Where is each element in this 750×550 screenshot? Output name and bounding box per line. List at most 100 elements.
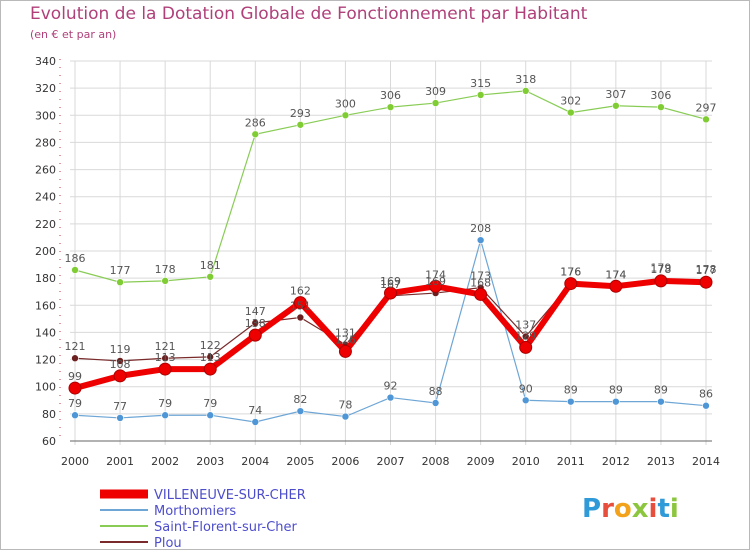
data-label: 126 (335, 333, 356, 346)
data-label: 178 (696, 263, 717, 276)
y-tick-label: 120 (35, 354, 56, 367)
data-point (68, 381, 82, 395)
data-point (248, 328, 262, 342)
data-point (566, 108, 575, 117)
data-label: 177 (110, 264, 131, 277)
legend: VILLENEUVE-SUR-CHERMorthomiersSaint-Flor… (100, 488, 306, 550)
data-point (161, 354, 169, 363)
x-tick-label: 2008 (422, 455, 450, 468)
data-label: 119 (110, 343, 131, 356)
data-label: 176 (560, 266, 581, 279)
data-point (341, 412, 350, 421)
data-label: 108 (110, 358, 131, 371)
data-label: 173 (470, 270, 491, 283)
x-tick-label: 2012 (602, 455, 630, 468)
y-tick-label: 320 (35, 82, 56, 95)
data-label: 147 (245, 305, 266, 318)
x-tick-label: 2002 (151, 455, 179, 468)
x-tick-label: 2000 (61, 455, 89, 468)
data-label: 178 (650, 263, 671, 276)
data-label: 121 (155, 340, 176, 353)
data-point (206, 272, 215, 281)
data-point (338, 344, 352, 358)
data-point (609, 279, 623, 293)
data-label: 138 (245, 317, 266, 330)
data-label: 300 (335, 97, 356, 110)
data-label: 306 (650, 89, 671, 102)
data-point (521, 332, 530, 341)
chart-subtitle: (en € et par an) (30, 28, 117, 41)
series-lines (68, 87, 713, 426)
data-label: 113 (155, 351, 176, 364)
data-point (476, 236, 485, 244)
data-label: 99 (68, 370, 82, 383)
data-point (657, 397, 665, 406)
data-point (699, 275, 713, 289)
data-point (521, 87, 530, 95)
data-point (476, 91, 485, 99)
y-tick-label: 80 (42, 408, 56, 421)
data-point (251, 319, 260, 327)
data-label: 82 (293, 393, 307, 406)
data-point (657, 103, 665, 111)
data-point (113, 369, 127, 383)
data-label: 179 (650, 262, 671, 275)
data-label: 315 (470, 77, 491, 90)
data-label: 113 (200, 351, 221, 364)
data-label: 302 (560, 95, 581, 108)
data-label: 307 (605, 88, 626, 101)
x-tick-label: 2004 (241, 455, 269, 468)
data-point (71, 411, 79, 420)
y-tick-label: 160 (35, 299, 56, 312)
data-label: 78 (338, 399, 352, 412)
data-label: 208 (470, 222, 491, 235)
data-label: 168 (470, 276, 491, 289)
data-label: 176 (560, 266, 581, 279)
data-point (161, 277, 169, 285)
data-point (206, 411, 215, 420)
data-label: 186 (65, 252, 86, 265)
data-label: 77 (113, 400, 127, 413)
y-tick-label: 300 (35, 109, 56, 122)
data-label: 92 (384, 380, 398, 393)
data-label: 122 (200, 339, 221, 352)
data-label: 151 (290, 300, 311, 313)
data-point (116, 414, 124, 422)
data-point (206, 353, 215, 361)
legend-label: Saint-Florent-sur-Cher (154, 520, 298, 535)
data-label: 306 (380, 89, 401, 102)
data-point (654, 274, 668, 288)
data-label: 169 (380, 275, 401, 288)
x-tick-label: 2005 (286, 455, 314, 468)
data-point (158, 362, 172, 376)
x-tick-label: 2003 (196, 455, 224, 468)
data-label: 79 (158, 397, 172, 410)
axes: 60 80 100 120 140 160 180 200 220 240 260 280 300 320… (35, 55, 720, 468)
data-label: 167 (380, 278, 401, 291)
data-point (203, 362, 217, 376)
data-label: 178 (155, 263, 176, 276)
x-tick-label: 2006 (331, 455, 359, 468)
data-label: 177 (696, 264, 717, 277)
data-point (521, 396, 530, 405)
y-tick-label: 200 (35, 245, 56, 258)
data-label: 169 (425, 275, 446, 288)
data-point (71, 266, 79, 274)
data-point (71, 354, 79, 363)
data-point (564, 277, 578, 291)
data-label: 162 (290, 285, 311, 298)
x-tick-label: 2007 (377, 455, 405, 468)
data-point (612, 101, 620, 110)
data-label: 86 (699, 388, 713, 401)
y-tick-label: 280 (35, 136, 56, 149)
data-point (161, 411, 169, 420)
data-label: 286 (245, 116, 266, 129)
data-label: 309 (425, 85, 446, 98)
data-point (431, 99, 440, 107)
data-point (251, 418, 260, 426)
data-point (702, 401, 710, 410)
x-tick-label: 2001 (106, 455, 134, 468)
y-tick-label: 100 (35, 381, 56, 394)
data-point (474, 287, 488, 301)
